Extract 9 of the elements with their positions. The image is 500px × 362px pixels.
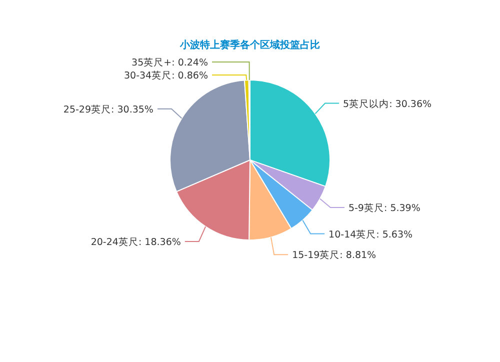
slice-label: 20-24英尺: 18.36%	[90, 236, 181, 248]
slice-label: 25-29英尺: 30.35%	[63, 103, 154, 116]
slice-label: 5-9英尺: 5.39%	[348, 202, 420, 214]
slice-label: 5英尺以内: 30.36%	[343, 98, 432, 110]
chart-title: 小波特上赛季各个区域投篮占比	[179, 39, 320, 51]
slice-label: 35英尺+: 0.24%	[132, 56, 208, 69]
slice-label: 30-34英尺: 0.86%	[124, 70, 208, 82]
slice-label: 10-14英尺: 5.63%	[328, 228, 413, 240]
slice-label: 15-19英尺: 8.81%	[292, 249, 376, 262]
